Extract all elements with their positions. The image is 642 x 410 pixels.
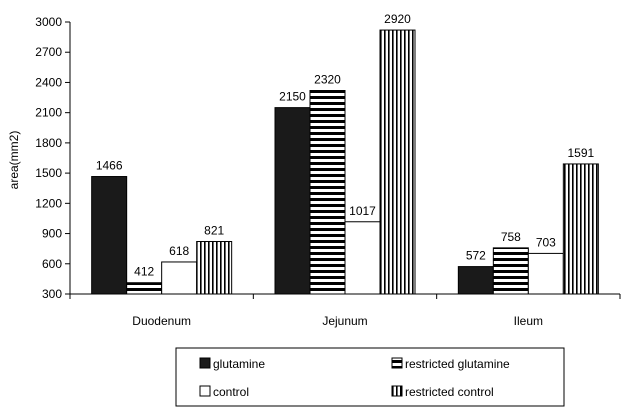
y-axis-title: area(mm2) — [7, 131, 21, 190]
x-tick-label: Ileum — [514, 314, 543, 328]
legend-swatch-restricted-control — [391, 385, 403, 397]
bar-restricted-control-duodenum — [196, 241, 233, 295]
legend-label: restricted glutamine — [405, 357, 510, 371]
y-tick-label: 1800 — [35, 136, 62, 150]
bars — [91, 29, 599, 295]
data-label: 1017 — [349, 204, 376, 218]
legend-swatch-glutamine — [199, 357, 211, 369]
legend-swatch-restricted-glutamine — [391, 357, 403, 369]
y-axis: 300 600 900 1200 1500 1800 2100 2400 2700 3000 — [35, 15, 71, 301]
data-label: 1591 — [567, 146, 594, 160]
y-tick-label: 1200 — [35, 196, 62, 210]
y-tick-label: 2700 — [35, 45, 62, 59]
legend-box — [175, 347, 565, 407]
legend: glutamine restricted glutamine control rest… — [175, 347, 565, 407]
bar-control-ileum — [527, 252, 564, 295]
legend-swatch-control — [199, 385, 211, 397]
bar-restricted-glutamine-jejunum — [309, 90, 346, 295]
x-tick-label: Jejunum — [322, 314, 367, 328]
y-tick-label: 3000 — [35, 15, 62, 29]
bar-control-duodenum — [161, 261, 198, 295]
bar-control-jejunum — [344, 221, 381, 295]
data-label: 2920 — [384, 12, 411, 26]
bar-restricted-glutamine-ileum — [492, 247, 529, 295]
bar-glutamine-duodenum — [91, 176, 128, 295]
legend-label: glutamine — [213, 357, 265, 371]
bar-restricted-glutamine-duodenum — [126, 282, 163, 295]
data-label: 758 — [501, 230, 521, 244]
legend-label: control — [213, 385, 249, 399]
data-label: 2320 — [314, 73, 341, 87]
data-label: 2150 — [279, 90, 306, 104]
data-label: 572 — [466, 249, 486, 263]
bar-glutamine-jejunum — [274, 107, 311, 295]
y-tick-label: 2100 — [35, 106, 62, 120]
bar-glutamine-ileum — [457, 266, 494, 295]
data-label: 412 — [134, 265, 154, 279]
data-label: 618 — [169, 244, 189, 258]
y-tick-label: 2400 — [35, 75, 62, 89]
legend-label: restricted control — [405, 385, 494, 399]
x-tick-label: Duodenum — [132, 314, 191, 328]
bar-restricted-control-ileum — [562, 163, 599, 295]
data-label: 1466 — [96, 159, 123, 173]
data-label: 821 — [204, 224, 224, 238]
y-tick-label: 900 — [42, 227, 62, 241]
y-tick-label: 300 — [42, 287, 62, 301]
y-tick-label: 600 — [42, 257, 62, 271]
bar-restricted-control-jejunum — [379, 29, 416, 295]
data-labels: 1466 412 618 821 2150 2320 1017 2920 572 758 703 15… — [96, 12, 595, 279]
y-tick-label: 1500 — [35, 166, 62, 180]
data-label: 703 — [536, 235, 556, 249]
x-axis: Duodenum Jejunum Ileum — [69, 293, 621, 328]
